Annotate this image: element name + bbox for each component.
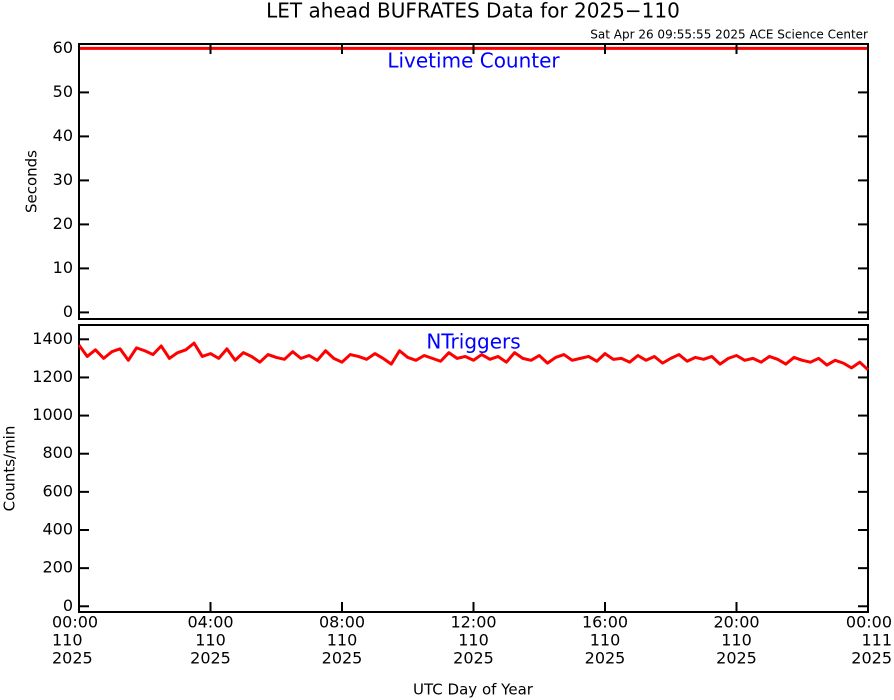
x-tick-label: 16:00	[582, 613, 628, 632]
y-tick-label: 20	[53, 214, 73, 233]
x-axis-label: UTC Day of Year	[413, 681, 534, 699]
x-tick-year: 2025	[190, 649, 231, 668]
x-tick-year: 2025	[52, 649, 93, 668]
y-tick-label: 0	[63, 302, 73, 321]
x-tick-label: 00:00	[846, 613, 892, 632]
x-tick-label: 08:00	[319, 613, 365, 632]
x-tick-label: 00:00	[52, 613, 98, 632]
x-tick-label: 04:00	[187, 613, 233, 632]
x-tick-year: 2025	[453, 649, 494, 668]
x-tick-year: 2025	[585, 649, 626, 668]
x-tick-day: 110	[721, 631, 752, 650]
y-tick-label: 60	[53, 38, 73, 57]
y-tick-label: 800	[42, 443, 73, 462]
x-tick-year: 2025	[322, 649, 363, 668]
y-tick-label: 40	[53, 126, 73, 145]
x-tick-year: 2025	[851, 649, 892, 668]
x-tick-year: 2025	[716, 649, 757, 668]
data-line	[77, 341, 870, 371]
y-tick-label: 10	[53, 258, 73, 277]
y-tick-label: 50	[53, 82, 73, 101]
subtitle: Sat Apr 26 09:55:55 2025 ACE Science Cen…	[590, 28, 868, 42]
x-tick-day: 110	[195, 631, 226, 650]
x-tick-day: 111	[861, 631, 892, 650]
y-tick-label: 400	[42, 520, 73, 539]
panel-label: NTriggers	[426, 330, 520, 354]
x-tick-label: 20:00	[713, 613, 759, 632]
x-tick-day: 110	[52, 631, 83, 650]
y-tick-label: 1200	[32, 367, 73, 386]
y-axis-label: Counts/min	[1, 426, 19, 512]
y-tick-label: 200	[42, 558, 73, 577]
x-tick-label: 12:00	[450, 613, 496, 632]
x-tick-day: 110	[458, 631, 489, 650]
y-tick-label: 1400	[32, 329, 73, 348]
y-tick-label: 600	[42, 481, 73, 500]
chart-title: LET ahead BUFRATES Data for 2025−110	[266, 0, 680, 23]
y-tick-label: 1000	[32, 405, 73, 424]
y-tick-label: 30	[53, 170, 73, 189]
y-tick-label: 0	[63, 596, 73, 615]
x-tick-day: 110	[327, 631, 358, 650]
y-axis-label: Seconds	[23, 150, 41, 213]
x-tick-day: 110	[590, 631, 621, 650]
